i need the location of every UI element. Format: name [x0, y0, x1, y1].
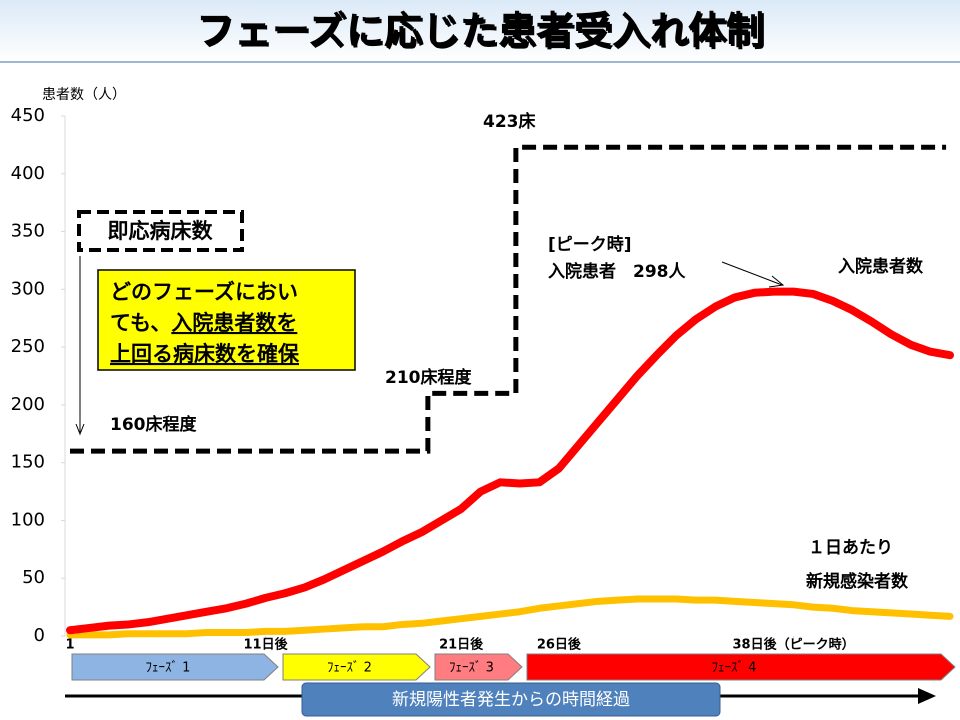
annotation: 160床程度	[110, 414, 197, 435]
chart-title: フェーズに応じた患者受入れ体制	[196, 9, 764, 53]
note-line: どのフェーズにおい	[110, 280, 298, 304]
phase-arrow	[71, 653, 279, 681]
peak-pointer	[721, 261, 783, 286]
annotation: 423床	[483, 111, 536, 132]
time-arrow-head	[918, 688, 936, 704]
y-axis-label: 患者数（人）	[42, 87, 126, 103]
y-tick-label: 100	[11, 509, 45, 530]
note-box	[97, 269, 356, 371]
x-tick-label: 1	[65, 638, 74, 653]
phase-label: ﾌｪｰｽﾞ 1	[146, 661, 191, 676]
bed-label: 即応病床数	[108, 219, 214, 243]
y-tick-label: 400	[11, 163, 45, 184]
x-tick-label: 11日後	[244, 637, 289, 653]
peak-pointer-head	[768, 275, 785, 288]
x-tick-label: 38日後（ピーク時）	[733, 637, 855, 653]
y-tick-label: 250	[11, 336, 45, 357]
note-segment: 上回る病床数を確保	[110, 342, 300, 366]
y-tick-label: 150	[11, 452, 45, 473]
y-tick-label: 350	[11, 221, 45, 242]
series-label: １日あたり	[808, 538, 893, 558]
phase-arrow	[282, 653, 431, 681]
x-tick-label: 26日後	[537, 637, 582, 653]
x-tick-label: 21日後	[439, 637, 484, 653]
title-shadow: フェーズに応じた患者受入れ体制	[198, 11, 766, 55]
phase-label: ﾌｪｰｽﾞ 2	[327, 661, 372, 676]
series-line	[66, 595, 954, 639]
note-line: ても、入院患者数を	[110, 311, 297, 335]
title-band	[0, 0, 960, 62]
bed-step-line	[70, 144, 947, 454]
note-segment: 入院患者数を	[171, 311, 297, 335]
y-tick-label: 450	[11, 105, 45, 126]
phase-label: ﾌｪｰｽﾞ 4	[712, 661, 757, 676]
time-label-box	[301, 682, 721, 717]
y-tick-label: 200	[11, 394, 45, 415]
note-segment: どのフェーズにおい	[110, 280, 298, 304]
annotation: [ピーク時]	[548, 234, 632, 255]
phase-arrow	[526, 653, 956, 681]
time-label: 新規陽性者発生からの時間経過	[392, 690, 630, 710]
y-tick-label: 300	[11, 278, 45, 299]
pointer-head	[75, 423, 85, 436]
y-tick-label: 0	[34, 625, 45, 646]
series-label: 新規感染者数	[806, 571, 909, 592]
note-segment: ても、	[110, 311, 171, 335]
series-line	[66, 287, 954, 635]
note-line: 上回る病床数を確保	[110, 342, 300, 366]
phase-label: ﾌｪｰｽﾞ 3	[449, 661, 494, 676]
annotation: 入院患者 298人	[548, 261, 686, 282]
y-tick-label: 50	[22, 567, 45, 588]
annotation: 210床程度	[385, 367, 472, 388]
series-label: 入院患者数	[838, 256, 924, 277]
bed-label-box	[77, 210, 244, 252]
phase-arrow	[434, 653, 523, 681]
